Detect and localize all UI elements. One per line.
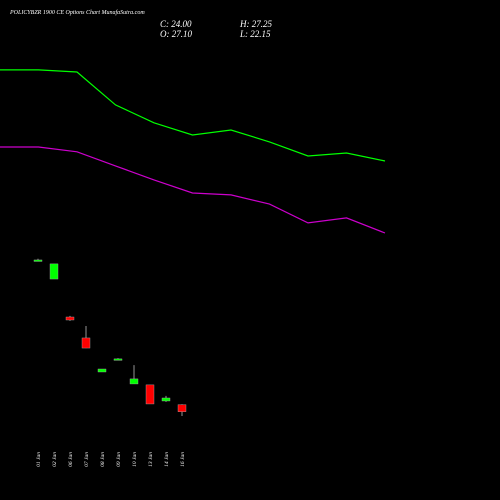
candle-body [129, 378, 139, 385]
x-tick-label: 10 Jan [132, 452, 138, 467]
candle-body [161, 397, 171, 402]
candle-body [65, 316, 75, 321]
candle-body [81, 337, 91, 349]
x-tick-label: 09 Jan [116, 452, 122, 467]
average-line [0, 146, 386, 234]
candle-body [97, 368, 107, 373]
average-line [0, 69, 386, 162]
candle-body [49, 263, 59, 280]
x-tick-label: 01 Jan [36, 452, 42, 467]
x-tick-label: 13 Jan [148, 452, 154, 467]
candle-body [177, 404, 187, 412]
candle-body [113, 358, 123, 361]
price-info: C: 24.00 [160, 19, 192, 29]
x-tick-label: 16 Jan [180, 452, 186, 467]
price-info: O: 27.10 [160, 29, 192, 39]
x-tick-label: 14 Jan [163, 452, 170, 467]
candle-body [33, 259, 43, 262]
x-tick-label: 08 Jan [100, 452, 106, 467]
chart-title: POLICYBZR 1900 CE Options Chart MunafaSu… [9, 9, 145, 16]
candle-body [145, 384, 155, 405]
x-tick-label: 02 Jan [52, 452, 58, 467]
price-info: H: 27.25 [239, 19, 272, 29]
x-tick-label: 07 Jan [84, 452, 90, 467]
x-tick-label: 06 Jan [68, 452, 74, 467]
price-info: L: 22.15 [239, 29, 271, 39]
